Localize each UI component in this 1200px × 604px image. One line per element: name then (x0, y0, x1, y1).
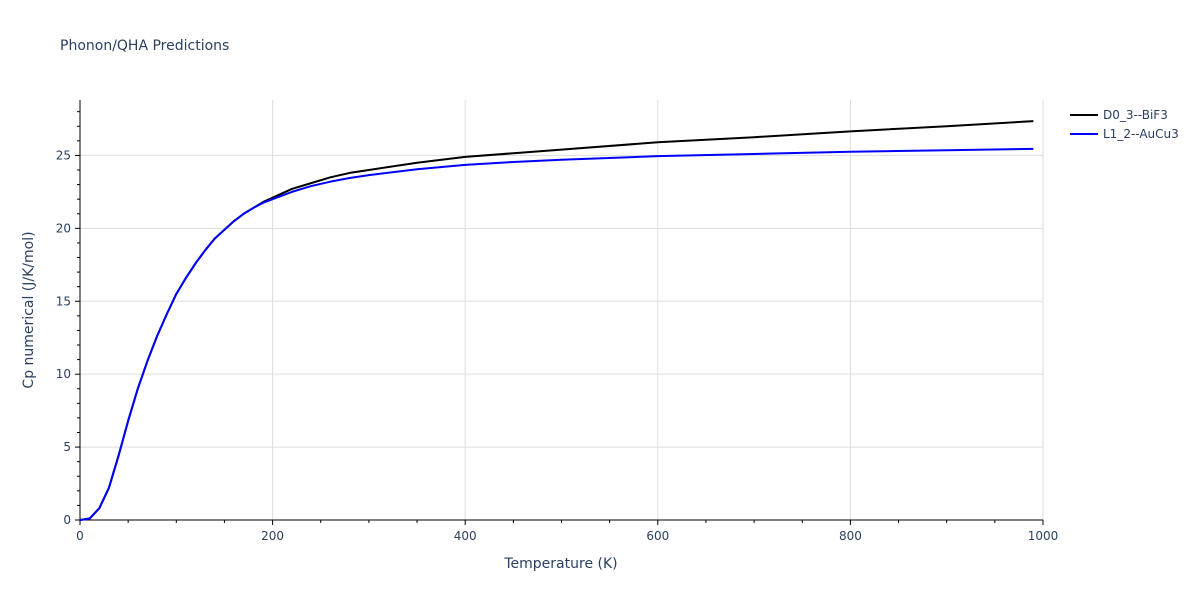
y-tick-label: 5 (63, 440, 71, 454)
x-tick-label: 0 (76, 529, 84, 543)
y-tick-label: 25 (56, 148, 71, 162)
series-line-2 (79, 147, 1034, 521)
y-tick-label: 15 (56, 294, 71, 308)
x-tick-label: 400 (454, 529, 477, 543)
x-tick-label: 200 (261, 529, 284, 543)
axes (75, 100, 1044, 525)
x-tick-label: 800 (839, 529, 862, 543)
legend-label-2: L1_2--AuCu3 (1103, 127, 1179, 141)
grid-lines (80, 100, 1044, 520)
tick-labels: 0 200 400 600 800 1000 0 5 10 15 20 25 (56, 148, 1059, 543)
y-axis-label: Cp numerical (J/K/mol) (21, 231, 37, 388)
x-tick-label: 600 (646, 529, 669, 543)
series-line-1 (79, 120, 1034, 521)
x-tick-label: 1000 (1028, 529, 1059, 543)
series-lines (79, 120, 1034, 521)
legend-label-1: D0_3--BiF3 (1103, 108, 1168, 122)
y-tick-label: 20 (56, 221, 71, 235)
chart-title: Phonon/QHA Predictions (60, 38, 229, 54)
y-tick-label: 0 (63, 513, 71, 527)
legend: D0_3--BiF3 L1_2--AuCu3 (1070, 108, 1179, 141)
x-axis-label: Temperature (K) (503, 556, 617, 572)
y-tick-label: 10 (56, 367, 71, 381)
